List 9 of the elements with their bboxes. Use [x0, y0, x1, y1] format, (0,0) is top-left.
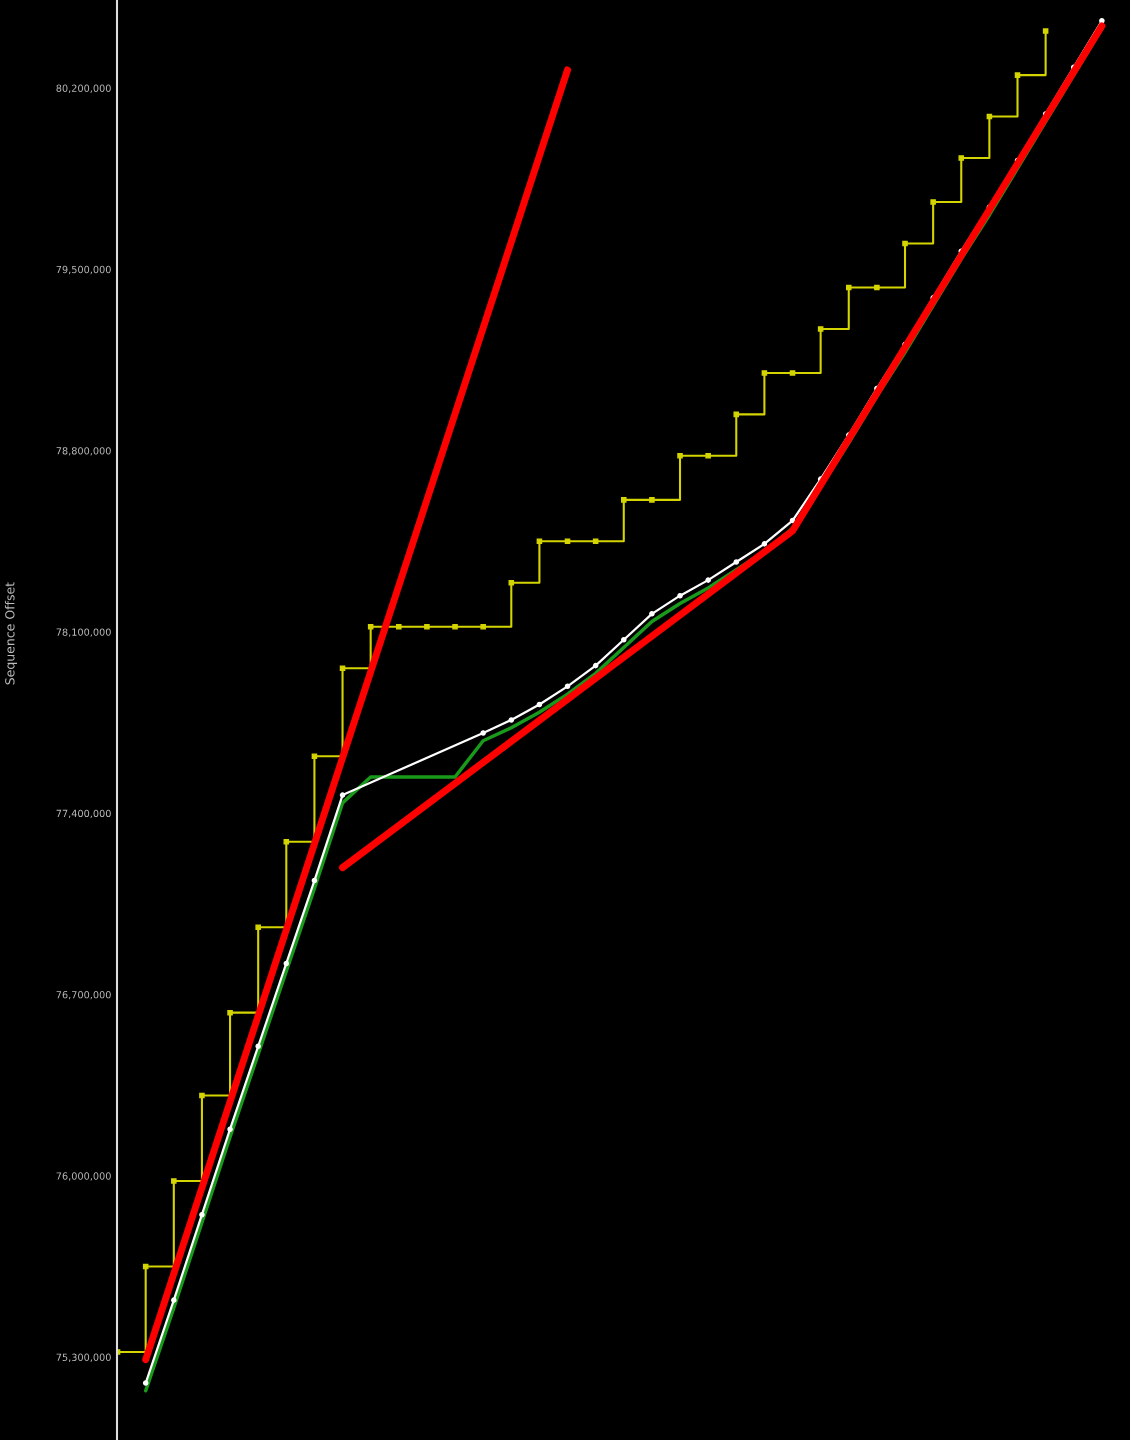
y-tick-label: 77,400,000	[56, 809, 111, 819]
y-tick-label: 79,500,000	[56, 265, 111, 275]
y-tick-label: 76,000,000	[56, 1172, 111, 1181]
y-tick-label: 78,100,000	[56, 628, 111, 637]
y-tick-label: 75,300,000	[56, 1353, 111, 1362]
y-tick-label: 80,200,000	[56, 84, 111, 93]
y-tick-label: 76,700,000	[56, 991, 111, 1000]
y-tick-label: 78,800,000	[56, 447, 111, 456]
y-axis-title: Sequence Offset	[4, 582, 17, 685]
